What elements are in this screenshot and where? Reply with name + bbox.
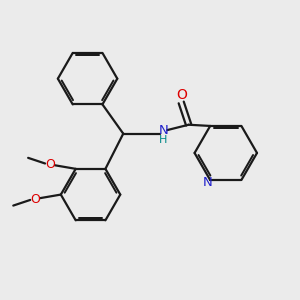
Text: O: O (31, 193, 40, 206)
Text: O: O (176, 88, 187, 102)
Text: N: N (158, 124, 168, 136)
Text: O: O (46, 158, 56, 171)
Text: H: H (159, 135, 168, 145)
Text: N: N (202, 176, 212, 189)
